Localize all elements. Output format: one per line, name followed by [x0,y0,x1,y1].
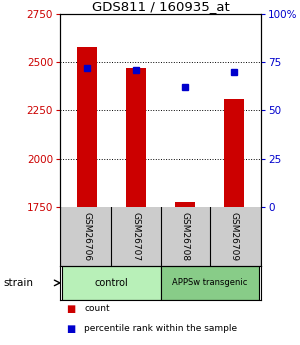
Bar [77,47,97,207]
Text: count: count [84,304,110,313]
Text: ■: ■ [66,324,75,334]
Bar [160,266,259,300]
Text: GSM26707: GSM26707 [131,212,140,261]
Text: APPSw transgenic: APPSw transgenic [172,278,247,287]
Text: control: control [94,278,128,288]
Bar [62,266,161,300]
Bar [224,99,244,207]
Text: GSM26706: GSM26706 [82,212,91,261]
Text: GSM26708: GSM26708 [181,212,190,261]
Text: strain: strain [3,278,33,288]
Title: GDS811 / 160935_at: GDS811 / 160935_at [92,0,230,13]
Text: ■: ■ [66,304,75,314]
Bar [126,68,146,207]
Bar [175,202,195,207]
Text: GSM26709: GSM26709 [230,212,238,261]
Text: percentile rank within the sample: percentile rank within the sample [84,324,237,333]
